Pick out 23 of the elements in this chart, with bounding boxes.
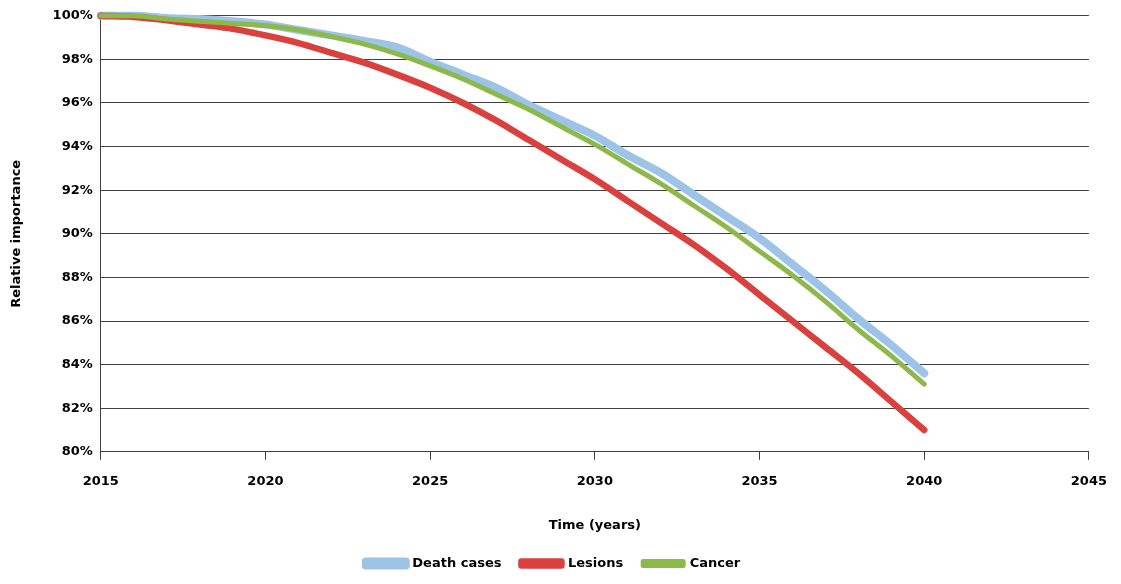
x-tick-label: 2045 <box>1070 472 1107 488</box>
x-tick-label: 2040 <box>906 472 943 488</box>
legend-label: Cancer <box>689 554 741 570</box>
y-tick-label: 82% <box>61 399 93 415</box>
y-tick-label: 84% <box>61 355 93 371</box>
x-tick-label: 2030 <box>576 472 613 488</box>
x-tick-label: 2020 <box>247 472 284 488</box>
y-tick-label: 90% <box>61 225 93 241</box>
x-tick-label: 2035 <box>741 472 778 488</box>
y-tick-label: 80% <box>61 443 93 459</box>
x-tick-label: 2025 <box>412 472 449 488</box>
y-tick-label: 96% <box>61 94 93 110</box>
y-tick-label: 94% <box>61 137 93 153</box>
legend-label: Lesions <box>567 554 624 570</box>
y-tick-label: 98% <box>61 50 93 66</box>
y-tick-label: 86% <box>61 312 93 328</box>
legend-label: Death cases <box>412 554 502 570</box>
y-tick-label: 88% <box>61 268 93 284</box>
x-axis-title: Time (years) <box>548 516 641 532</box>
y-axis-title: Relative importance <box>8 159 24 308</box>
y-tick-label: 100% <box>52 7 93 23</box>
x-tick-label: 2015 <box>82 472 119 488</box>
y-tick-label: 92% <box>61 181 93 197</box>
